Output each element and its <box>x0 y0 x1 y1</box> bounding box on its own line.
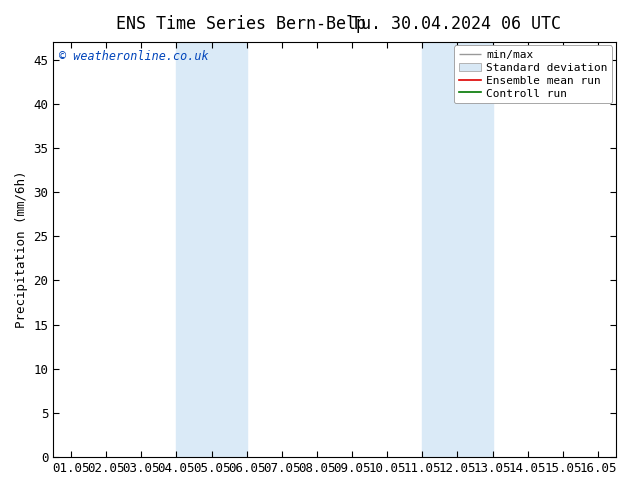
Bar <box>422 42 493 457</box>
Text: Tu. 30.04.2024 06 UTC: Tu. 30.04.2024 06 UTC <box>351 15 562 33</box>
Legend: min/max, Standard deviation, Ensemble mean run, Controll run: min/max, Standard deviation, Ensemble me… <box>454 45 612 103</box>
Bar <box>176 42 247 457</box>
Y-axis label: Precipitation (mm/6h): Precipitation (mm/6h) <box>15 171 28 328</box>
Text: © weatheronline.co.uk: © weatheronline.co.uk <box>59 50 209 63</box>
Text: ENS Time Series Bern-Belp: ENS Time Series Bern-Belp <box>116 15 366 33</box>
